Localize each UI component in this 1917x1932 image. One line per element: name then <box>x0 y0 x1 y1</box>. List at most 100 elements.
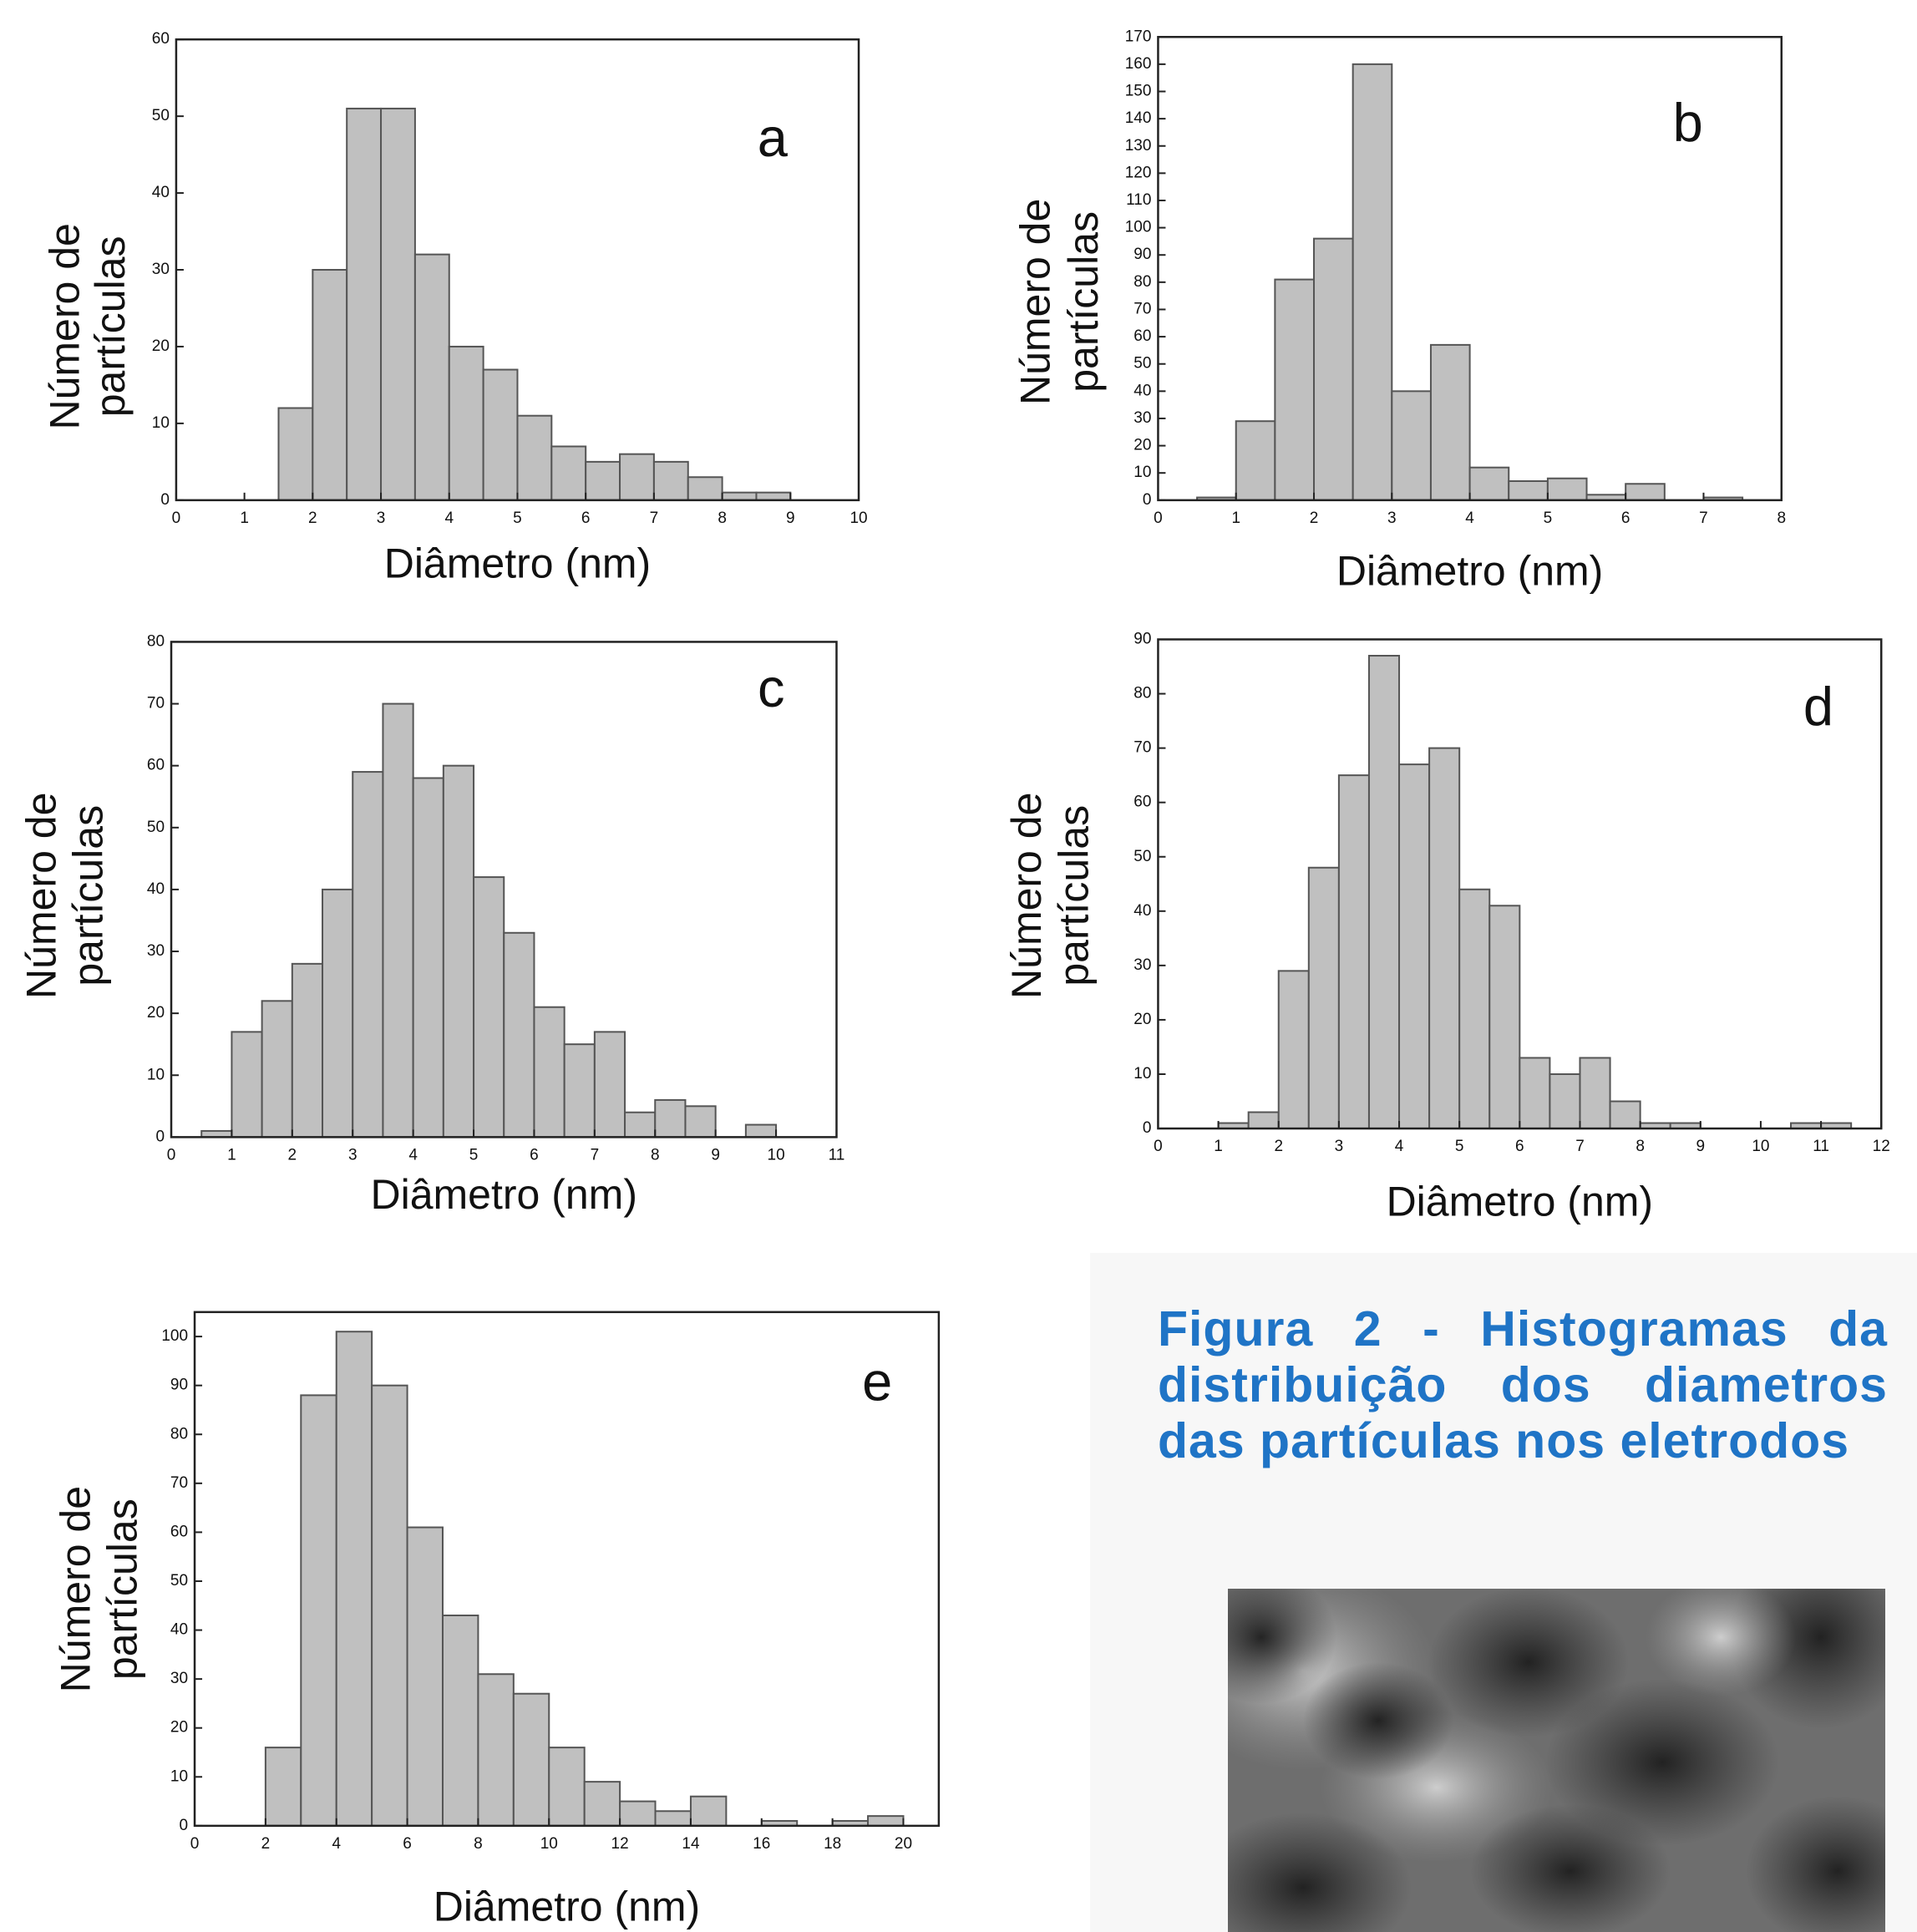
y-tick-label: 0 <box>155 1128 165 1145</box>
bar <box>482 368 519 501</box>
x-tick-label: 14 <box>682 1835 700 1853</box>
y-tick-label: 70 <box>170 1474 188 1492</box>
x-axis-label: Diâmetro (nm) <box>1336 548 1603 595</box>
x-tick-label: 18 <box>824 1835 841 1853</box>
y-tick-label: 100 <box>161 1327 188 1345</box>
x-tick-label: 16 <box>753 1835 770 1853</box>
y-tick-label: 40 <box>1133 902 1151 920</box>
x-tick-label: 2 <box>261 1835 271 1853</box>
y-tick-label: 10 <box>170 1767 188 1785</box>
bar <box>1429 343 1471 501</box>
y-tick-label: 0 <box>1143 491 1152 509</box>
x-tick-label: 20 <box>895 1835 912 1853</box>
x-tick-label: 2 <box>1274 1138 1283 1155</box>
bar <box>473 876 505 1138</box>
y-tick-label: 100 <box>1125 219 1152 236</box>
bar <box>1391 390 1432 501</box>
x-tick-label: 8 <box>1636 1138 1645 1155</box>
y-tick-label: 0 <box>1143 1119 1152 1137</box>
x-tick-label: 12 <box>1873 1138 1890 1155</box>
x-tick-label: 7 <box>591 1146 600 1164</box>
bar <box>755 491 792 501</box>
x-tick-label: 3 <box>348 1146 358 1164</box>
x-tick-label: 6 <box>1621 510 1630 527</box>
y-tick-label: 20 <box>1133 1011 1151 1028</box>
y-tick-label: 20 <box>170 1719 188 1737</box>
bar <box>533 1006 565 1138</box>
bar <box>441 1614 479 1827</box>
y-tick-label: 70 <box>1133 739 1151 757</box>
bar <box>1549 1072 1581 1130</box>
bar <box>1277 970 1310 1130</box>
x-axis-label: Diâmetro (nm) <box>1387 1179 1653 1225</box>
y-tick-label: 70 <box>1133 300 1151 317</box>
bar <box>406 1526 444 1827</box>
bar <box>413 253 450 501</box>
bar <box>516 414 553 501</box>
bar <box>1609 1100 1641 1130</box>
y-tick-label: 50 <box>152 107 170 124</box>
x-tick-label: 0 <box>190 1835 200 1853</box>
y-tick-label: 80 <box>147 632 165 650</box>
y-tick-label: 30 <box>1133 409 1151 427</box>
y-tick-label: 150 <box>1125 83 1152 100</box>
x-tick-label: 4 <box>444 510 454 527</box>
histogram-panel: 0 10 20 30 40 50 60 70 80 90 100 0 2 4 6 8 10 12 14 16 18 20 e… <box>53 1311 941 1929</box>
y-tick-label: 50 <box>1133 355 1151 373</box>
x-tick-label: 2 <box>1310 510 1319 527</box>
bar <box>312 269 348 501</box>
y-tick-label: 60 <box>1133 327 1151 345</box>
bar <box>442 764 475 1138</box>
bar <box>684 1105 717 1138</box>
y-axis-label: Número de <box>1003 793 1050 999</box>
y-tick-label: 60 <box>1133 794 1151 811</box>
x-tick-label: 10 <box>540 1835 558 1853</box>
histogram-panel: 0102030405060708090100110120130140150160… <box>1012 28 1786 594</box>
x-tick-label: 8 <box>718 510 727 527</box>
bar <box>1468 466 1510 501</box>
y-tick-label: 40 <box>147 880 165 898</box>
plot-frame <box>193 1311 941 1828</box>
bar <box>1508 479 1549 501</box>
bar <box>1398 763 1431 1130</box>
y-tick-label: 10 <box>152 414 170 432</box>
x-tick-label: 3 <box>377 510 386 527</box>
bar <box>1625 483 1666 501</box>
y-tick-label: 10 <box>1133 1065 1151 1083</box>
x-tick-label: 4 <box>332 1835 341 1853</box>
y-tick-label: 60 <box>147 757 165 774</box>
x-tick-label: 6 <box>530 1146 539 1164</box>
bar <box>1352 63 1393 501</box>
y-tick-label: 40 <box>170 1621 188 1639</box>
bar <box>654 1810 692 1827</box>
x-tick-label: 11 <box>829 1146 845 1164</box>
x-tick-label: 6 <box>1515 1138 1524 1155</box>
bar <box>512 1692 550 1827</box>
bar <box>1488 905 1521 1130</box>
bar <box>346 107 383 501</box>
y-tick-label: 170 <box>1125 28 1152 45</box>
bar <box>1337 774 1370 1130</box>
y-tick-label: 90 <box>1133 631 1151 648</box>
x-tick-label: 1 <box>240 510 249 527</box>
x-tick-label: 10 <box>1752 1138 1769 1155</box>
y-tick-label: 0 <box>179 1817 188 1834</box>
y-tick-label: 160 <box>1125 55 1152 73</box>
bar <box>652 460 689 501</box>
y-tick-label: 130 <box>1125 137 1152 155</box>
x-tick-label: 5 <box>1544 510 1553 527</box>
bar <box>335 1331 373 1827</box>
y-tick-label: 80 <box>1133 273 1151 291</box>
x-tick-label: 5 <box>469 1146 479 1164</box>
x-tick-label: 1 <box>1214 1138 1223 1155</box>
panel-label: c <box>758 657 785 718</box>
bar <box>277 407 314 501</box>
y-axis-label: Número de <box>18 793 64 999</box>
panel-label: a <box>758 107 789 168</box>
x-tick-label: 1 <box>1231 510 1240 527</box>
y-axis-label: partículas <box>1050 805 1097 986</box>
y-axis-label: Número de <box>41 223 88 429</box>
y-tick-label: 10 <box>147 1066 165 1083</box>
y-tick-label: 80 <box>170 1425 188 1443</box>
y-tick-label: 50 <box>1133 848 1151 865</box>
